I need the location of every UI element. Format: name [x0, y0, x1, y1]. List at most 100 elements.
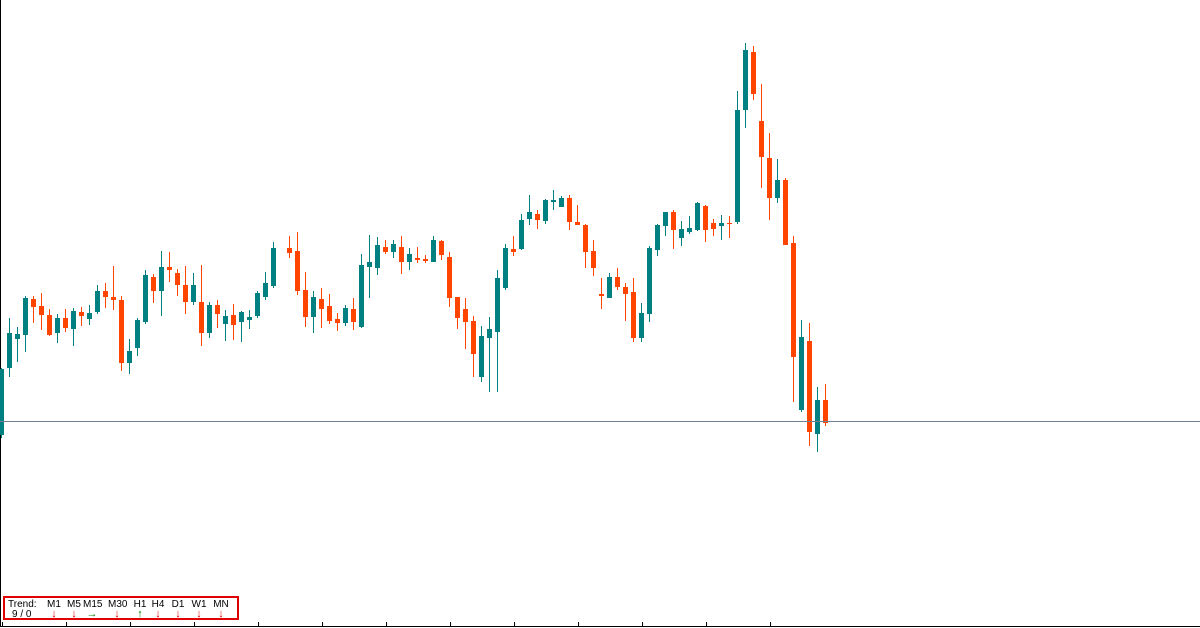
bearish-candle [415, 247, 420, 263]
arrow-down-icon: ↓ [196, 608, 202, 620]
bullish-candle [367, 235, 372, 298]
bearish-candle [447, 252, 452, 307]
bearish-candle [671, 210, 676, 249]
time-axis-ticks [2, 622, 771, 627]
bullish-candle [23, 296, 28, 352]
bullish-candle [799, 320, 804, 412]
bearish-candle [535, 210, 540, 229]
bullish-candle [655, 224, 660, 256]
bearish-candle [351, 298, 356, 330]
bearish-candle [439, 240, 444, 260]
bearish-candle [703, 205, 708, 242]
bullish-candle [639, 303, 644, 342]
bearish-candle [511, 236, 516, 256]
bearish-candle [591, 240, 596, 276]
timeframe-label-m1: M1 [47, 599, 61, 610]
bearish-candle [103, 283, 108, 308]
bullish-candle [495, 270, 500, 392]
bearish-candle [759, 84, 764, 188]
bearish-candle [783, 178, 788, 245]
bearish-candle [319, 288, 324, 328]
bearish-candle [215, 300, 220, 328]
timeframe-label-h4: H4 [151, 599, 165, 610]
bullish-candle [543, 199, 548, 224]
timeframe-label-m15: M15 [83, 599, 103, 610]
bearish-candle [399, 236, 404, 274]
trend-title: Trend: [8, 599, 37, 610]
bearish-candle [303, 272, 308, 327]
candles-group [0, 43, 828, 452]
bearish-candle [599, 278, 604, 309]
bullish-candle [0, 368, 4, 438]
trend-count: 9 / 0 [12, 609, 32, 620]
bearish-candle [727, 216, 732, 238]
bullish-candle [647, 246, 652, 322]
bullish-candle [519, 214, 524, 250]
bearish-candle [807, 323, 812, 446]
bearish-candle [111, 266, 116, 310]
bearish-candle [151, 274, 156, 303]
bearish-candle [567, 195, 572, 230]
bullish-candle [239, 311, 244, 342]
bullish-candle [735, 91, 740, 224]
bearish-candle [39, 293, 44, 330]
bearish-candle [455, 297, 460, 329]
bullish-candle [687, 216, 692, 234]
bearish-candle [767, 133, 772, 220]
arrow-down-icon: ↓ [155, 608, 161, 620]
bullish-candle [431, 236, 436, 262]
bearish-candle [47, 309, 52, 336]
bearish-candle [79, 307, 84, 326]
bearish-candle [31, 296, 36, 323]
arrow-right-icon: → [86, 608, 98, 620]
bullish-candle [343, 305, 348, 326]
bullish-candle [159, 251, 164, 316]
bearish-candle [615, 268, 620, 290]
timeframe-label-mn: MN [213, 599, 229, 610]
bullish-candle [503, 244, 508, 290]
bullish-candle [55, 314, 60, 343]
timeframe-label-d1: D1 [171, 599, 185, 610]
bearish-candle [623, 283, 628, 321]
bearish-candle [295, 232, 300, 295]
bullish-candle [135, 318, 140, 356]
bearish-candle [231, 304, 236, 340]
arrow-down-icon: ↓ [51, 608, 57, 620]
bearish-candle [575, 205, 580, 225]
bearish-candle [175, 269, 180, 296]
bullish-candle [559, 196, 564, 207]
bearish-candle [335, 313, 340, 331]
bearish-candle [287, 236, 292, 258]
bullish-candle [87, 305, 92, 325]
bearish-candle [199, 265, 204, 346]
bullish-candle [311, 291, 316, 333]
bullish-candle [191, 273, 196, 305]
arrow-down-icon: ↓ [71, 608, 77, 620]
bearish-candle [119, 296, 124, 371]
bearish-candle [183, 266, 188, 314]
arrow-up-icon: ↑ [137, 608, 143, 620]
bearish-candle [463, 298, 468, 349]
bullish-candle [407, 248, 412, 270]
bearish-candle [791, 236, 796, 402]
bullish-candle [487, 317, 492, 392]
bullish-candle [375, 237, 380, 275]
bullish-candle [271, 242, 276, 288]
bullish-candle [95, 285, 100, 314]
bearish-candle [631, 278, 636, 342]
bullish-candle [479, 326, 484, 382]
timeframe-label-m5: M5 [67, 599, 81, 610]
bullish-candle [815, 387, 820, 452]
bullish-candle [679, 221, 684, 246]
bullish-candle [143, 270, 148, 324]
bearish-candle [823, 384, 828, 426]
bullish-candle [207, 302, 212, 338]
timeframe-label-h1: H1 [133, 599, 147, 610]
timeframe-label-m30: M30 [108, 599, 128, 610]
bearish-candle [383, 240, 388, 254]
arrow-down-icon: ↓ [175, 608, 181, 620]
bullish-candle [607, 273, 612, 298]
bullish-candle [391, 240, 396, 258]
